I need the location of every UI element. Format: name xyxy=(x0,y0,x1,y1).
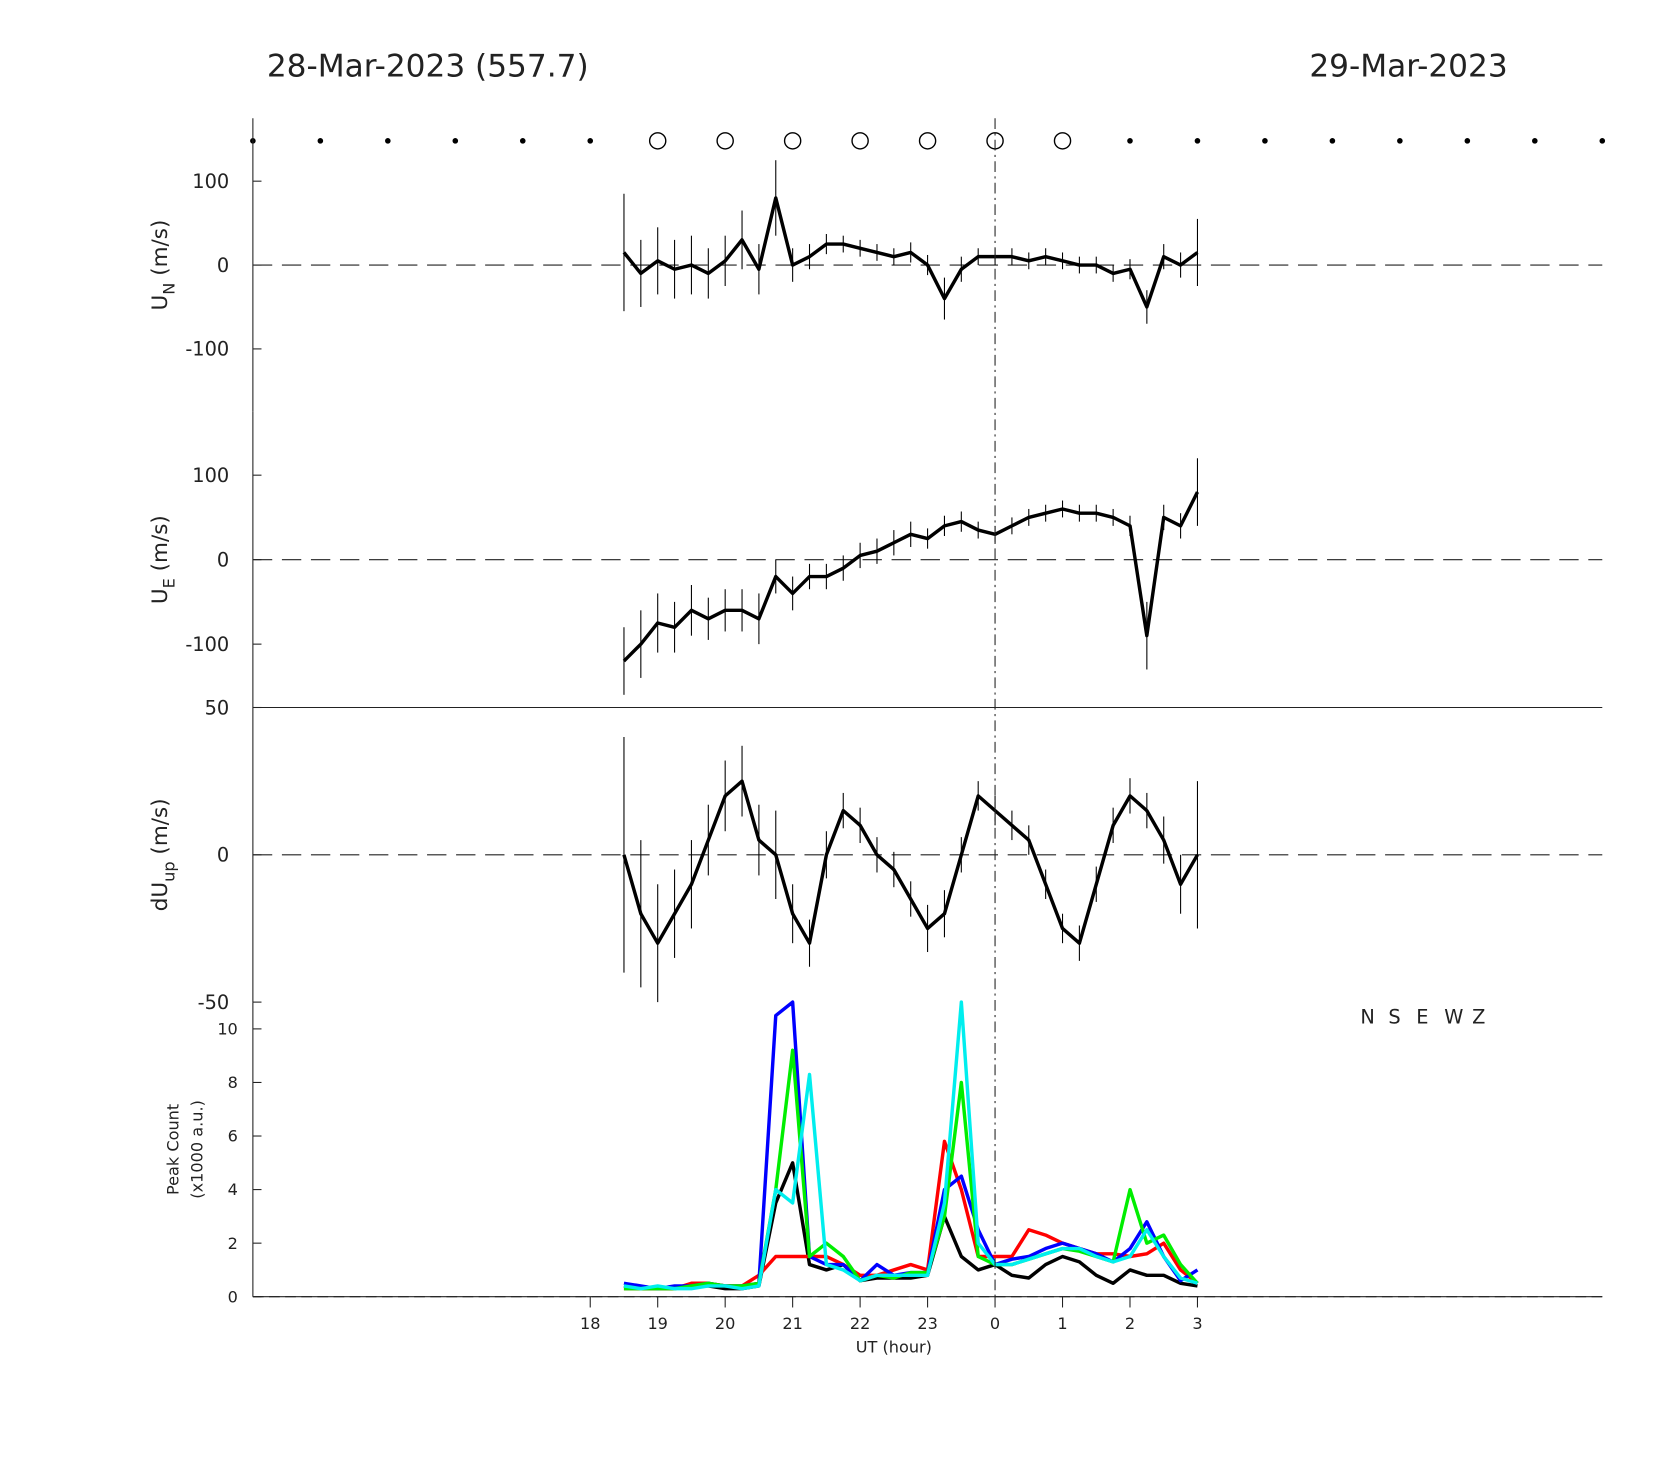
sky-marker-circle xyxy=(648,132,667,150)
sky-marker-dot xyxy=(385,138,391,144)
x-tick-label: 22 xyxy=(850,1314,871,1333)
x-tick-label: 23 xyxy=(917,1314,938,1333)
y-label-sub: up xyxy=(159,861,178,881)
sky-marker-dot xyxy=(1329,138,1336,144)
x-tick-label: 2 xyxy=(1125,1314,1135,1333)
y-tick-label: 0 xyxy=(228,1287,238,1306)
y-label-unit: (m/s) xyxy=(148,220,173,283)
series-line xyxy=(623,1139,1199,1291)
y-tick-label: 8 xyxy=(228,1073,238,1092)
y-label-main: dU xyxy=(148,882,173,911)
y-tick-label: 4 xyxy=(228,1180,238,1199)
y-label-main: U xyxy=(148,295,173,311)
y-tick-label: 10 xyxy=(217,1020,238,1039)
y-label-sub: N xyxy=(159,283,178,295)
y-tick-label: -100 xyxy=(185,633,229,656)
x-tick-label: 19 xyxy=(647,1314,668,1333)
y-axis-label: Peak Count xyxy=(164,1104,183,1195)
y-tick-label: -100 xyxy=(185,338,229,361)
y-tick-label: 0 xyxy=(217,844,229,867)
legend-entry: N xyxy=(1360,1006,1374,1029)
data-line xyxy=(622,779,1199,945)
sky-marker-circle xyxy=(851,132,869,150)
series-line xyxy=(623,1161,1198,1291)
sky-marker-dot xyxy=(519,138,526,144)
left-date-title: 28-Mar-2023 (557.7) xyxy=(267,48,589,84)
x-tick-label: 18 xyxy=(580,1314,601,1333)
y-tick-label: 0 xyxy=(217,548,229,571)
sky-marker-dot xyxy=(1599,138,1606,144)
y-tick-label: 50 xyxy=(205,696,230,719)
sky-marker-dot xyxy=(1532,138,1538,144)
sky-marker-dot xyxy=(1262,138,1268,144)
sky-marker-circle xyxy=(783,132,802,150)
sky-marker-dot xyxy=(1464,138,1471,144)
sky-marker-dot xyxy=(317,138,324,144)
data-line xyxy=(622,491,1200,663)
y-tick-label: -50 xyxy=(198,991,230,1014)
sky-marker-dot xyxy=(587,138,594,144)
series-line xyxy=(623,1000,1199,1291)
y-label-sub: E xyxy=(159,578,178,588)
legend-entry: S xyxy=(1388,1006,1400,1029)
legend-entry: W xyxy=(1444,1006,1463,1029)
y-tick-label: 100 xyxy=(192,170,229,193)
sky-marker-dot xyxy=(1397,138,1403,144)
y-tick-label: 2 xyxy=(228,1234,238,1253)
sky-marker-circle xyxy=(1053,132,1072,150)
right-date-title: 29-Mar-2023 xyxy=(1309,48,1507,84)
sky-marker-dot xyxy=(452,138,459,144)
y-tick-label: 100 xyxy=(192,464,229,487)
y-axis-label-2: (x1000 a.u.) xyxy=(187,1100,206,1199)
x-tick-label: 3 xyxy=(1192,1314,1202,1333)
y-label-unit: (m/s) xyxy=(148,515,173,578)
y-axis-label: dUup (m/s) xyxy=(148,798,179,911)
x-tick-label: 20 xyxy=(715,1314,736,1333)
x-tick-label: 21 xyxy=(782,1314,803,1333)
legend-entry: E xyxy=(1416,1006,1428,1029)
sky-marker-circle xyxy=(716,132,734,150)
x-tick-label: 1 xyxy=(1057,1314,1067,1333)
y-label-main: U xyxy=(148,588,173,604)
x-axis-label: UT (hour) xyxy=(856,1338,932,1357)
sky-marker-dot xyxy=(1127,138,1133,144)
y-tick-label: 6 xyxy=(228,1127,238,1146)
sky-marker-circle xyxy=(918,132,937,150)
y-tick-label: 0 xyxy=(217,254,229,277)
sky-marker-dot xyxy=(1194,138,1201,144)
y-axis-label: UE (m/s) xyxy=(148,515,179,604)
y-axis-label: UN (m/s) xyxy=(148,220,179,311)
legend-entry: Z xyxy=(1472,1006,1485,1029)
x-tick-label: 0 xyxy=(990,1314,1000,1333)
data-line xyxy=(622,196,1199,309)
series-line xyxy=(623,1000,1198,1291)
y-label-unit: (m/s) xyxy=(148,798,173,861)
